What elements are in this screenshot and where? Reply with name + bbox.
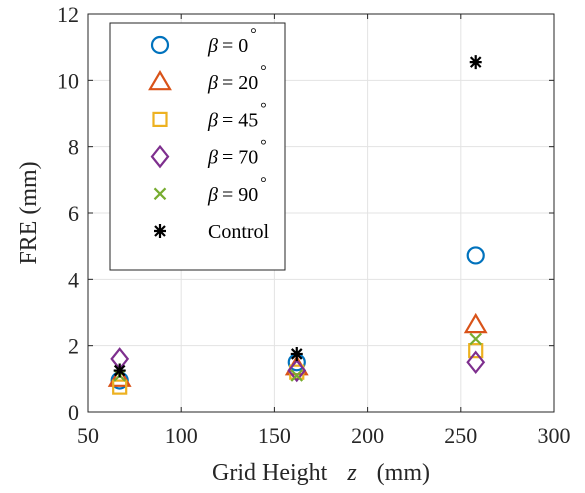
legend-symbol: β (207, 109, 218, 131)
data-point (466, 246, 485, 265)
legend-marker (153, 187, 167, 201)
x-tick-label: 200 (351, 423, 384, 448)
x-tick-label: 50 (77, 423, 99, 448)
legend-marker (150, 144, 170, 169)
x-tick-label: 250 (444, 423, 477, 448)
legend-label: Control (208, 221, 270, 243)
y-tick-label: 12 (57, 2, 79, 27)
legend-degree: ° (250, 26, 256, 43)
legend-symbol: β (207, 184, 218, 206)
legend-marker (154, 224, 166, 238)
data-point (290, 346, 303, 361)
legend-value: = 0 (222, 35, 248, 57)
y-tick-label: 8 (68, 135, 79, 160)
series-asterisk (113, 55, 482, 378)
y-tick-label: 2 (68, 334, 79, 359)
legend-degree: ° (260, 138, 266, 155)
x-axis-title-text: Grid Height (212, 460, 328, 486)
data-point (469, 332, 482, 346)
data-markers (107, 55, 488, 395)
y-tick-label: 0 (68, 400, 79, 425)
legend-marker (150, 35, 170, 55)
legend-value: = 70 (222, 147, 258, 169)
legend-degree: ° (260, 175, 266, 192)
data-point (112, 379, 128, 395)
data-point (290, 369, 304, 382)
legend-label: β = 0° (207, 26, 257, 57)
y-tick-label: 6 (68, 201, 79, 226)
legend-label: β = 20° (207, 63, 267, 94)
y-axis-title: FRE (mm) (16, 161, 42, 264)
data-point (107, 366, 132, 387)
legend-marker (152, 111, 168, 128)
legend-value: = 90 (222, 184, 258, 206)
data-point (463, 312, 488, 334)
data-point (287, 358, 307, 383)
axes: 50 100 150 200 250 300 0 2 4 6 8 10 12 (57, 2, 571, 448)
legend-degree: ° (260, 63, 266, 80)
x-tick-label: 150 (258, 423, 291, 448)
x-tick-label: 100 (165, 423, 198, 448)
x-axis-title-symbol: z (346, 460, 357, 486)
x-tick-label: 300 (538, 423, 571, 448)
data-point (468, 343, 484, 359)
x-axis-title-unit: (mm) (377, 460, 430, 486)
legend-degree: ° (260, 100, 266, 117)
legend-symbol: β (207, 72, 218, 94)
y-tick-label: 4 (68, 267, 79, 292)
data-point (113, 363, 126, 378)
y-tick-label: 10 (57, 68, 79, 93)
legend-label: β = 45° (207, 100, 267, 131)
data-point (466, 350, 486, 375)
legend: β = 0°β = 20°β = 45°β = 70°β = 90°Control (109, 22, 286, 271)
legend-box (109, 22, 286, 271)
legend-value: = 45 (222, 109, 258, 131)
legend-marker (148, 70, 172, 91)
data-point (469, 55, 482, 70)
x-axis-title: Grid Height z (mm) (212, 460, 430, 486)
legend-symbol: β (207, 35, 218, 57)
legend-label: β = 70° (207, 138, 267, 169)
legend-symbol: β (207, 147, 218, 169)
legend-label: β = 90° (207, 175, 267, 206)
legend-value: = 20 (222, 72, 258, 94)
